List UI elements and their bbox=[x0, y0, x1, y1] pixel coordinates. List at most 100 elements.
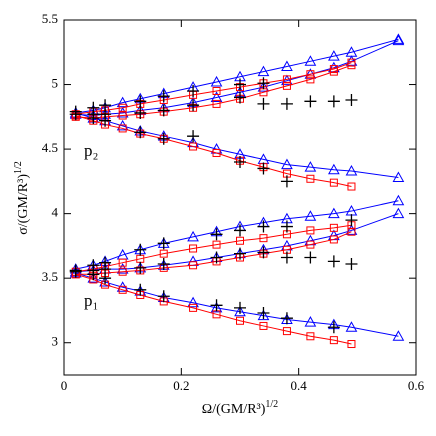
triangle-marker bbox=[187, 230, 199, 242]
square-marker bbox=[329, 223, 338, 232]
triangle-marker bbox=[257, 65, 270, 77]
square-marker bbox=[118, 103, 127, 112]
plus-marker bbox=[280, 312, 293, 325]
plus-marker bbox=[280, 97, 293, 110]
square-marker bbox=[282, 75, 291, 84]
y-tick-label: 4 bbox=[52, 205, 59, 220]
square-marker bbox=[259, 234, 268, 243]
square-marker bbox=[347, 61, 356, 70]
plus-marker bbox=[257, 220, 270, 233]
square-marker bbox=[118, 111, 127, 120]
square-marker bbox=[259, 321, 268, 330]
triangle-marker bbox=[328, 50, 340, 61]
series-line bbox=[75, 38, 399, 114]
triangle-marker bbox=[304, 316, 317, 327]
plus-marker bbox=[134, 283, 147, 296]
plus-marker bbox=[234, 91, 246, 104]
plus-marker bbox=[157, 257, 170, 270]
x-label-exponent: 1/2 bbox=[265, 399, 278, 410]
triangle-marker bbox=[328, 207, 340, 219]
plus-marker bbox=[210, 251, 223, 264]
plus-marker bbox=[210, 299, 223, 312]
y-tick-label: 5 bbox=[52, 76, 59, 91]
triangle-marker bbox=[210, 75, 223, 87]
plus-marker bbox=[69, 265, 82, 278]
square-marker bbox=[189, 244, 198, 253]
triangle-marker bbox=[257, 309, 270, 321]
square-marker bbox=[118, 258, 127, 267]
y-tick-label: 3 bbox=[52, 334, 59, 349]
plus-marker bbox=[99, 272, 112, 285]
plus-marker bbox=[157, 90, 170, 103]
series-line bbox=[75, 272, 399, 337]
triangle-marker bbox=[187, 296, 199, 308]
plus-marker bbox=[257, 307, 270, 320]
triangle-marker bbox=[210, 301, 223, 313]
square-marker bbox=[347, 227, 356, 236]
triangle-marker bbox=[304, 161, 317, 172]
y-label-exponent: 1/2 bbox=[13, 161, 24, 174]
mode-label: p₁ bbox=[84, 291, 98, 310]
square-marker bbox=[329, 67, 338, 76]
square-marker bbox=[306, 226, 315, 235]
square-marker bbox=[306, 240, 315, 249]
plus-marker bbox=[234, 247, 246, 260]
plus-marker bbox=[69, 108, 82, 121]
y-tick-label: 5.5 bbox=[42, 11, 58, 26]
plus-marker bbox=[345, 94, 358, 107]
square-marker bbox=[236, 236, 244, 245]
triangle-marker bbox=[328, 163, 340, 175]
square-marker bbox=[189, 261, 198, 270]
x-tick-label: 0.4 bbox=[291, 378, 308, 393]
plus-marker bbox=[257, 246, 270, 259]
square-marker bbox=[212, 240, 221, 249]
plus-marker bbox=[234, 224, 246, 237]
plus-marker bbox=[134, 126, 147, 139]
triangle-marker bbox=[210, 91, 223, 102]
plus-marker bbox=[134, 261, 147, 274]
series-line bbox=[75, 115, 352, 188]
square-marker bbox=[306, 70, 315, 79]
y-label-main: σ/(GM/R³) bbox=[16, 174, 31, 235]
triangle-marker bbox=[392, 33, 405, 44]
mode-label: p₂ bbox=[84, 141, 98, 160]
plus-marker bbox=[257, 97, 270, 110]
square-marker bbox=[118, 285, 127, 294]
plus-marker bbox=[187, 99, 200, 112]
y-axis-label: σ/(GM/R³)1/2 bbox=[13, 161, 31, 235]
plus-marker bbox=[345, 214, 358, 227]
triangle-marker bbox=[392, 34, 405, 46]
x-tick-label: 0.6 bbox=[408, 378, 425, 393]
triangle-marker bbox=[304, 210, 317, 221]
square-marker bbox=[189, 142, 198, 151]
square-marker bbox=[329, 336, 338, 345]
plus-marker bbox=[87, 268, 100, 281]
square-marker bbox=[282, 81, 291, 90]
plus-marker bbox=[157, 132, 170, 145]
plus-marker bbox=[234, 156, 246, 168]
triangle-marker bbox=[392, 171, 405, 182]
plus-marker bbox=[327, 95, 340, 108]
triangle-marker bbox=[345, 224, 358, 235]
plus-marker bbox=[304, 95, 317, 108]
plus-marker bbox=[234, 301, 246, 314]
triangle-marker bbox=[281, 60, 293, 71]
square-marker bbox=[329, 235, 338, 244]
square-marker bbox=[347, 340, 356, 349]
plus-marker bbox=[157, 290, 170, 303]
plus-marker bbox=[234, 78, 246, 91]
square-marker bbox=[306, 332, 315, 341]
plus-marker bbox=[280, 220, 293, 233]
plus-marker bbox=[210, 228, 223, 241]
square-marker bbox=[329, 178, 338, 187]
y-tick-label: 3.5 bbox=[42, 269, 58, 284]
triangle-marker bbox=[392, 330, 405, 341]
plus-marker bbox=[157, 237, 170, 250]
triangle-marker bbox=[304, 55, 317, 66]
plus-marker bbox=[257, 77, 270, 90]
triangle-marker bbox=[345, 165, 358, 176]
square-marker bbox=[306, 174, 315, 183]
square-marker bbox=[159, 249, 168, 258]
y-tick-label: 4.5 bbox=[42, 140, 58, 155]
triangle-marker bbox=[392, 194, 405, 206]
